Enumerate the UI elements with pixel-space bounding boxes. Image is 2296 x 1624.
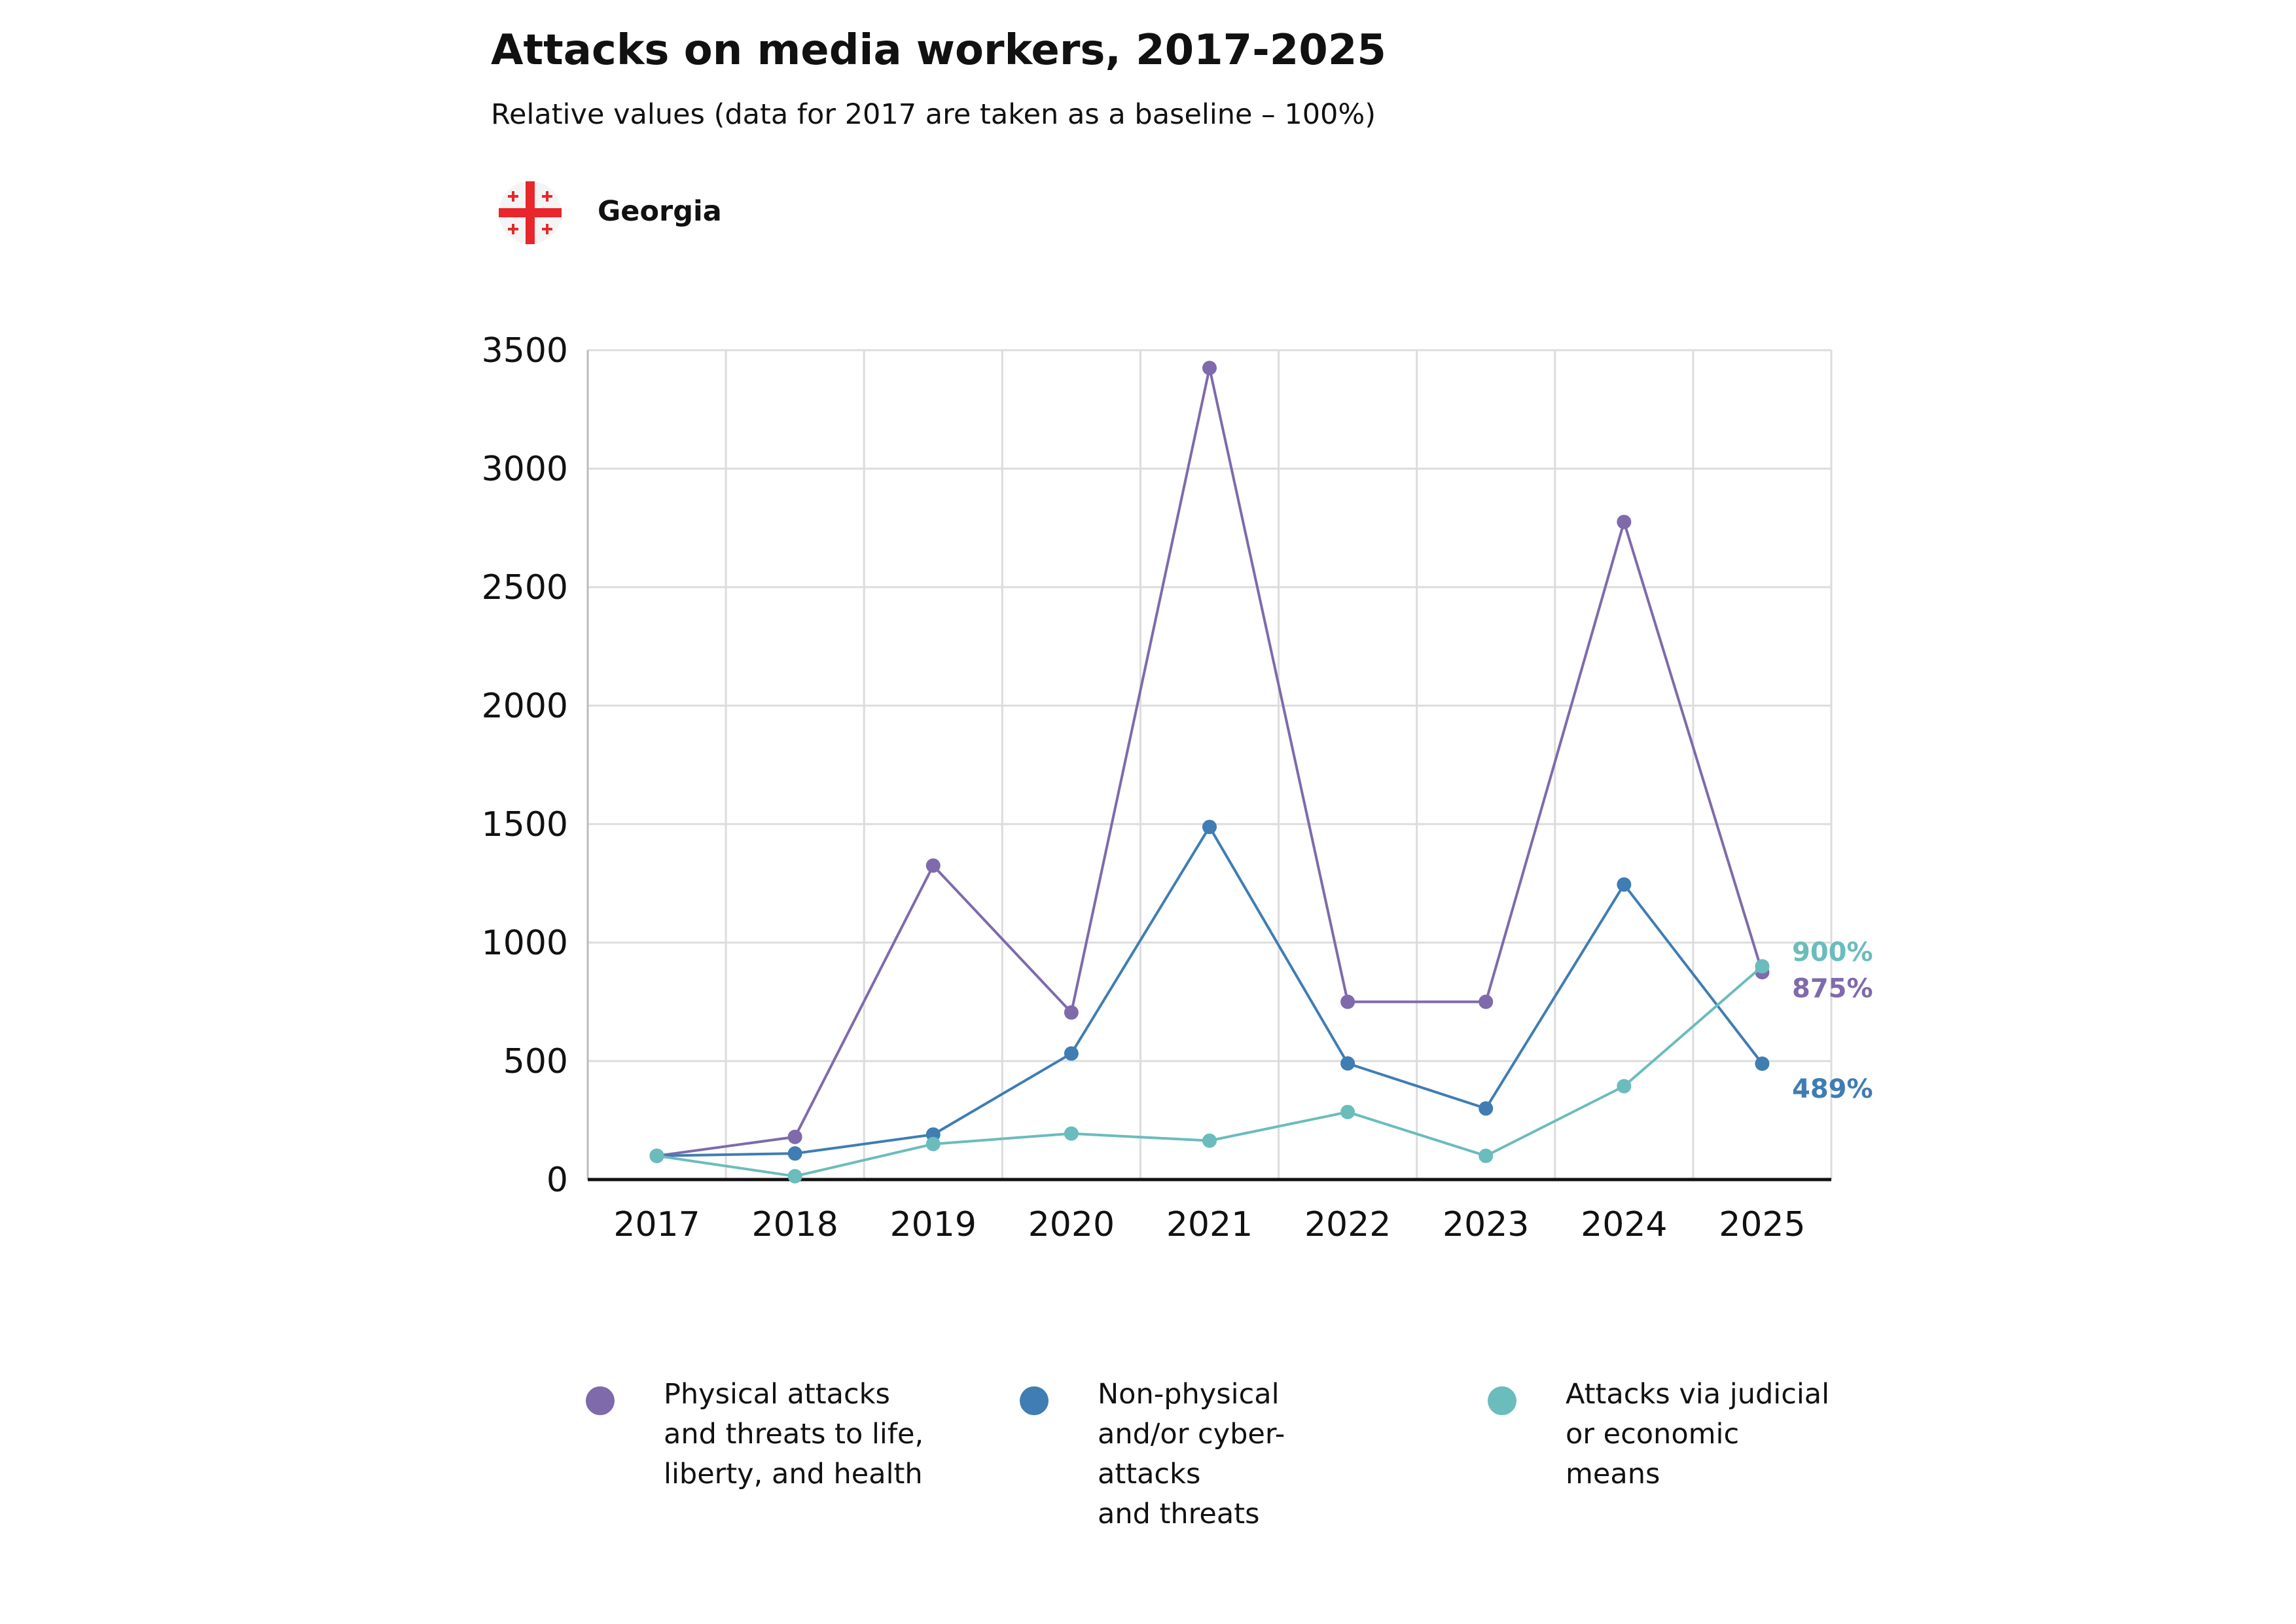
y-tick-label: 0 bbox=[547, 1161, 568, 1200]
data-point bbox=[1755, 1056, 1770, 1071]
data-point bbox=[649, 1148, 664, 1163]
y-tick-label: 500 bbox=[503, 1042, 568, 1081]
data-point bbox=[1202, 1133, 1217, 1148]
x-tick-label: 2024 bbox=[1581, 1205, 1667, 1244]
x-tick-label: 2017 bbox=[613, 1205, 700, 1244]
legend-marker bbox=[1488, 1386, 1516, 1415]
data-point bbox=[787, 1129, 802, 1144]
series-line-0 bbox=[656, 367, 1764, 1157]
chart-title: Attacks on media workers, 2017-2025 bbox=[491, 26, 1386, 75]
x-tick-label: 2020 bbox=[1028, 1205, 1115, 1244]
y-tick-label: 2500 bbox=[482, 568, 568, 607]
data-point bbox=[1202, 361, 1217, 376]
data-point bbox=[1617, 514, 1632, 530]
x-tick-label: 2025 bbox=[1719, 1205, 1805, 1244]
x-tick-label: 2023 bbox=[1443, 1205, 1529, 1244]
data-point bbox=[925, 858, 941, 873]
y-tick-label: 1500 bbox=[482, 805, 568, 844]
data-point bbox=[787, 1146, 802, 1161]
data-point bbox=[1064, 1046, 1079, 1061]
legend-item: Physical attacks and threats to life, li… bbox=[586, 1375, 952, 1494]
legend-label: Physical attacks and threats to life, li… bbox=[664, 1378, 924, 1490]
data-point bbox=[1479, 1101, 1494, 1116]
data-point bbox=[1202, 820, 1217, 835]
legend-item: Non-physical and/or cyber-attacks and th… bbox=[1020, 1375, 1386, 1534]
y-tick-label: 3500 bbox=[482, 331, 568, 370]
data-point bbox=[1617, 877, 1632, 892]
data-point bbox=[787, 1168, 802, 1183]
chart-subtitle: Relative values (data for 2017 are taken… bbox=[491, 98, 1376, 131]
y-tick-label: 2000 bbox=[482, 687, 568, 726]
legend-item: Attacks via judicial or economic means bbox=[1488, 1375, 1854, 1494]
data-point bbox=[1340, 994, 1355, 1009]
end-value-label: 875% bbox=[1792, 973, 1873, 1003]
data-point bbox=[1064, 1126, 1079, 1141]
data-point bbox=[1064, 1005, 1079, 1020]
end-value-label: 900% bbox=[1792, 937, 1873, 967]
data-point bbox=[1755, 959, 1770, 974]
legend-marker bbox=[1020, 1386, 1049, 1415]
x-tick-label: 2022 bbox=[1304, 1205, 1391, 1244]
legend-label: Attacks via judicial or economic means bbox=[1566, 1378, 1830, 1490]
legend-marker bbox=[586, 1386, 615, 1415]
data-point bbox=[1479, 1148, 1494, 1163]
data-point bbox=[1340, 1104, 1355, 1119]
data-point bbox=[1479, 994, 1494, 1009]
georgia-flag-icon bbox=[499, 181, 562, 244]
legend-label: Non-physical and/or cyber-attacks and th… bbox=[1098, 1378, 1285, 1530]
y-tick-label: 1000 bbox=[482, 924, 568, 963]
country-label: Georgia bbox=[598, 195, 722, 228]
data-point bbox=[1617, 1079, 1632, 1094]
y-tick-label: 3000 bbox=[482, 450, 568, 489]
x-tick-label: 2018 bbox=[751, 1205, 838, 1244]
data-point bbox=[1340, 1056, 1355, 1071]
x-tick-label: 2021 bbox=[1166, 1205, 1253, 1244]
x-tick-label: 2019 bbox=[890, 1205, 977, 1244]
data-point bbox=[925, 1136, 941, 1151]
end-value-label: 489% bbox=[1792, 1074, 1873, 1104]
series-line-1 bbox=[656, 825, 1764, 1157]
